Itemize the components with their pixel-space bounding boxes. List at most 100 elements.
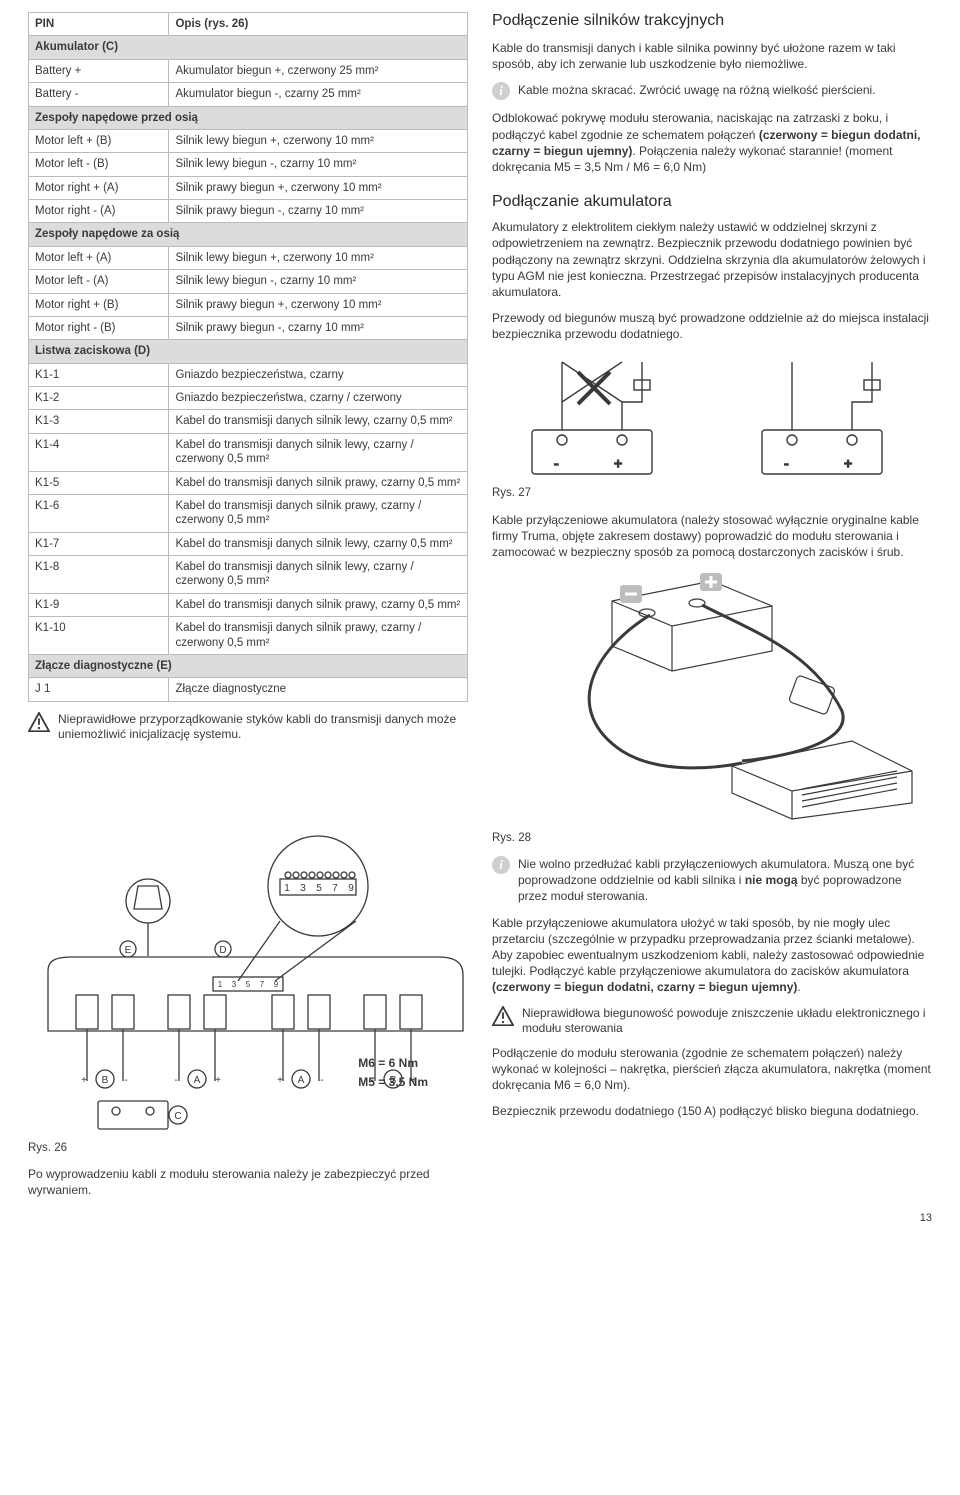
table-cell: Kabel do transmisji danych silnik lewy, … (169, 433, 468, 471)
svg-text:1: 1 (218, 980, 223, 989)
table-section: Zespoły napędowe za osią (29, 223, 468, 246)
th-pin: PIN (29, 13, 169, 36)
para-3: Akumulatory z elektrolitem ciekłym należ… (492, 219, 932, 300)
svg-text:9: 9 (348, 883, 354, 894)
table-cell: Złącze diagnostyczne (169, 678, 468, 701)
table-cell: Silnik lewy biegun -, czarny 10 mm² (169, 153, 468, 176)
table-cell: Kabel do transmisji danych silnik prawy,… (169, 471, 468, 494)
svg-text:-: - (124, 1075, 127, 1086)
figure-28 (492, 571, 932, 821)
svg-text:+: + (215, 1075, 221, 1086)
table-cell: Motor right - (B) (29, 316, 169, 339)
table-cell: Kabel do transmisji danych silnik lewy, … (169, 532, 468, 555)
fig27-caption: Rys. 27 (492, 486, 932, 502)
table-cell: Motor right - (A) (29, 200, 169, 223)
table-cell: Motor left - (A) (29, 270, 169, 293)
table-cell: Akumulator biegun +, czerwony 25 mm² (169, 59, 468, 82)
svg-text:-: - (174, 1075, 177, 1086)
svg-text:-: - (784, 455, 789, 471)
table-cell: Kabel do transmisji danych silnik prawy,… (169, 494, 468, 532)
table-cell: Silnik prawy biegun +, czerwony 10 mm² (169, 293, 468, 316)
table-cell: K1-4 (29, 433, 169, 471)
table-cell: K1-10 (29, 617, 169, 655)
svg-text:D: D (219, 945, 226, 956)
svg-text:+: + (844, 455, 852, 471)
table-section: Zespoły napędowe przed osią (29, 106, 468, 129)
svg-text:C: C (174, 1111, 181, 1122)
table-section: Akumulator (C) (29, 36, 468, 59)
info-1-text: Kable można skracać. Zwrócić uwagę na ró… (518, 82, 876, 100)
table-cell: Motor right + (B) (29, 293, 169, 316)
svg-text:A: A (194, 1075, 201, 1086)
table-cell: Kabel do transmisji danych silnik prawy,… (169, 617, 468, 655)
page-number: 13 (28, 1212, 932, 1224)
svg-text:E: E (125, 945, 132, 956)
table-cell: K1-7 (29, 532, 169, 555)
table-cell: Silnik lewy biegun +, czerwony 10 mm² (169, 246, 468, 269)
info-icon: i (492, 856, 510, 874)
svg-text:3: 3 (232, 980, 237, 989)
fig26-caption: Rys. 26 (28, 1141, 468, 1157)
table-cell: Motor left + (A) (29, 246, 169, 269)
para-1: Kable do transmisji danych i kable silni… (492, 40, 932, 72)
svg-text:7: 7 (260, 980, 265, 989)
table-cell: Silnik prawy biegun -, czarny 10 mm² (169, 316, 468, 339)
table-cell: Silnik prawy biegun -, czarny 10 mm² (169, 200, 468, 223)
fig26-after-text: Po wyprowadzeniu kabli z modułu sterowan… (28, 1166, 468, 1198)
pin-table-body: PINOpis (rys. 26)Akumulator (C)Battery +… (29, 13, 468, 702)
table-section: Listwa zaciskowa (D) (29, 340, 468, 363)
svg-text:5: 5 (316, 883, 322, 894)
pin-table: PINOpis (rys. 26)Akumulator (C)Battery +… (28, 12, 468, 702)
para-2: Odblokować pokrywę modułu sterowania, na… (492, 110, 932, 175)
svg-text:+: + (614, 455, 622, 471)
svg-text:A: A (298, 1075, 305, 1086)
fig28-caption: Rys. 28 (492, 831, 932, 847)
svg-text:1: 1 (284, 883, 290, 894)
table-cell: Battery + (29, 59, 169, 82)
para-6: Kable przyłączeniowe akumulatora ułożyć … (492, 915, 932, 996)
info-2-text: Nie wolno przedłużać kabli przyłączeniow… (518, 856, 932, 905)
svg-text:+: + (81, 1075, 87, 1086)
table-cell: K1-1 (29, 363, 169, 386)
table-cell: K1-2 (29, 387, 169, 410)
table-cell: K1-8 (29, 556, 169, 594)
th-opis: Opis (rys. 26) (169, 13, 468, 36)
para-7: Podłączenie do modułu sterowania (zgodni… (492, 1045, 932, 1094)
warning-2-text: Nieprawidłowa biegunowość powoduje znisz… (522, 1006, 932, 1037)
para-5: Kable przyłączeniowe akumulatora (należy… (492, 512, 932, 561)
svg-text:7: 7 (332, 883, 338, 894)
svg-text:5: 5 (246, 980, 251, 989)
table-cell: Kabel do transmisji danych silnik lewy, … (169, 410, 468, 433)
figure-27: - + - + (492, 352, 932, 482)
table-cell: Silnik lewy biegun +, czerwony 10 mm² (169, 129, 468, 152)
svg-text:9: 9 (274, 980, 279, 989)
warning-1: Nieprawidłowe przyporządkowanie styków k… (28, 712, 468, 743)
table-cell: Motor right + (A) (29, 176, 169, 199)
svg-text:-: - (554, 455, 559, 471)
warning-2: Nieprawidłowa biegunowość powoduje znisz… (492, 1006, 932, 1037)
table-section: Złącze diagnostyczne (E) (29, 654, 468, 677)
table-cell: Silnik lewy biegun -, czarny 10 mm² (169, 270, 468, 293)
table-cell: J 1 (29, 678, 169, 701)
svg-text:3: 3 (300, 883, 306, 894)
figure-26: 13579 E D 13579 (28, 831, 468, 1141)
svg-text:B: B (102, 1075, 109, 1086)
torque-labels: M6 = 6 Nm M5 = 3,5 Nm (358, 1054, 428, 1092)
info-2: i Nie wolno przedłużać kabli przyłączeni… (492, 856, 932, 905)
warning-1-text: Nieprawidłowe przyporządkowanie styków k… (58, 712, 468, 743)
table-cell: Kabel do transmisji danych silnik prawy,… (169, 593, 468, 616)
info-1: i Kable można skracać. Zwrócić uwagę na … (492, 82, 932, 100)
table-cell: K1-6 (29, 494, 169, 532)
info-icon: i (492, 82, 510, 100)
svg-text:-: - (320, 1075, 323, 1086)
table-cell: Battery - (29, 83, 169, 106)
heading-2: Podłączanie akumulatora (492, 193, 932, 211)
table-cell: K1-3 (29, 410, 169, 433)
table-cell: Silnik prawy biegun +, czerwony 10 mm² (169, 176, 468, 199)
table-cell: K1-9 (29, 593, 169, 616)
para-4: Przewody od biegunów muszą być prowadzon… (492, 310, 932, 342)
table-cell: Gniazdo bezpieczeństwa, czarny / czerwon… (169, 387, 468, 410)
table-cell: K1-5 (29, 471, 169, 494)
para-8: Bezpiecznik przewodu dodatniego (150 A) … (492, 1103, 932, 1119)
table-cell: Akumulator biegun -, czarny 25 mm² (169, 83, 468, 106)
